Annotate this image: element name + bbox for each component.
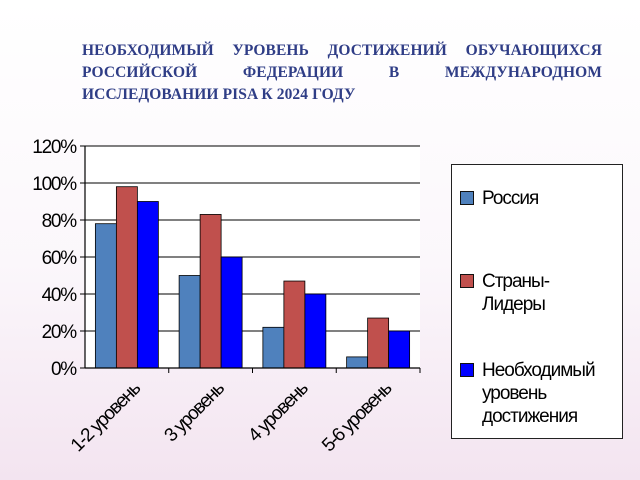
bar-leaders-1 <box>115 186 138 369</box>
bar-russia-4 <box>346 356 369 369</box>
x-tick-label: 1-2 уровень <box>67 378 146 457</box>
y-tick-label: 120% <box>32 137 77 158</box>
bar-russia-2 <box>178 275 201 369</box>
x-tick-label: 5-6 уровень <box>318 378 397 457</box>
y-tick-label: 40% <box>42 285 78 306</box>
bar-required-1 <box>136 201 159 369</box>
bar-required-4 <box>388 330 411 369</box>
bar-russia-3 <box>262 326 285 369</box>
legend-label-leaders: Страны-Лидеры <box>482 271 550 315</box>
legend-label-russia: Россия <box>482 188 539 209</box>
legend-label-required: Необходимый уровень достижения <box>482 360 596 427</box>
slide-title: НЕОБХОДИМЫЙ УРОВЕНЬ ДОСТИЖЕНИЙ ОБУЧАЮЩИХ… <box>82 42 602 103</box>
legend-item-leaders: Страны-Лидеры <box>460 270 572 316</box>
y-tick-label: 60% <box>42 248 78 269</box>
x-tick-labels: 1-2 уровень 3 уровень 4 уровень 5-6 уровень <box>67 378 397 457</box>
legend-swatch-russia <box>460 191 474 205</box>
x-tick-label: 4 уровень <box>244 378 313 447</box>
y-tick-label: 80% <box>42 211 78 232</box>
chart-legend: Россия Страны-Лидеры Необходимый уровень… <box>451 164 623 439</box>
y-tick-label: 100% <box>32 174 77 195</box>
bar-leaders-3 <box>283 280 306 369</box>
legend-swatch-leaders <box>460 274 474 288</box>
y-tick-labels: 0% 20% 40% 60% 80% 100% 120% <box>32 137 78 380</box>
bar-required-2 <box>220 256 243 369</box>
legend-item-russia: Россия <box>460 187 539 210</box>
y-tick-label: 20% <box>42 322 78 343</box>
bar-russia-1 <box>94 223 117 369</box>
x-tick-label: 3 уровень <box>161 378 230 447</box>
legend-swatch-required <box>460 363 474 377</box>
bar-required-3 <box>304 293 327 369</box>
bar-leaders-2 <box>199 214 222 369</box>
axes <box>80 145 421 373</box>
legend-item-required: Необходимый уровень достижения <box>460 359 632 428</box>
y-tick-label: 0% <box>51 359 77 380</box>
bar-leaders-4 <box>367 317 390 369</box>
